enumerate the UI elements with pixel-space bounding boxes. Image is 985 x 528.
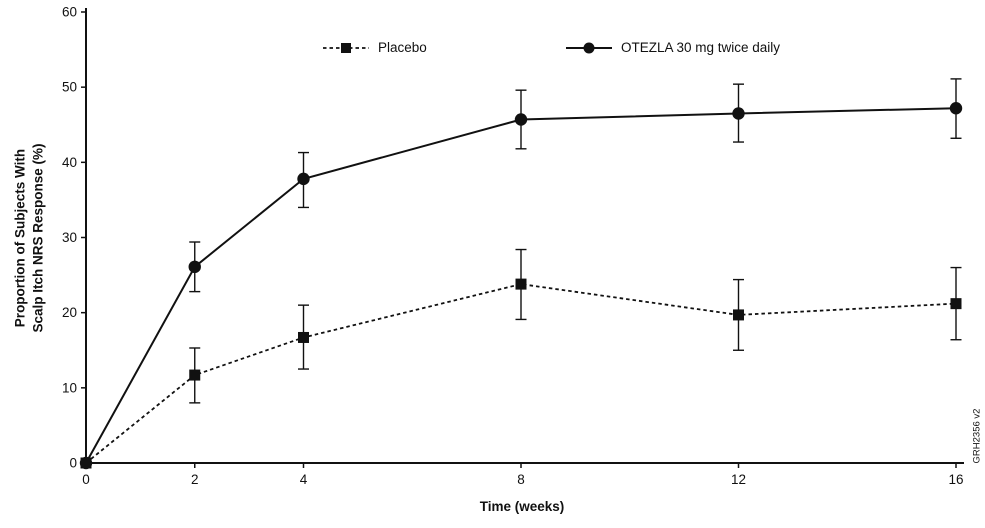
series-line-otezla (85, 107, 957, 464)
watermark-code: GRH2356 v2 (971, 408, 983, 464)
y-tick-label: 20 (62, 305, 77, 320)
data-point-otezla (297, 172, 310, 186)
data-point-otezla (79, 456, 93, 470)
series-line-placebo (85, 283, 957, 464)
x-tick-label: 2 (191, 472, 199, 487)
y-tick-label: 40 (62, 155, 77, 170)
y-tick-label: 30 (62, 230, 77, 245)
x-tick-label: 16 (948, 472, 963, 487)
data-point-placebo (515, 278, 527, 290)
x-tick-label: 0 (82, 472, 90, 487)
legend-sample-placebo (323, 41, 369, 55)
x-tick-label: 4 (300, 472, 308, 487)
data-point-otezla (732, 107, 745, 120)
legend-sample-svg (566, 42, 612, 53)
legend-sample-otezla (566, 41, 612, 55)
x-axis-title: Time (weeks) (479, 499, 565, 514)
data-point-placebo (733, 309, 744, 321)
data-point-placebo (950, 298, 962, 310)
legend-item-otezla: OTEZLA 30 mg twice daily (566, 40, 780, 55)
legend-marker-square (341, 42, 351, 53)
x-tick-label: 12 (731, 472, 746, 487)
y-tick-label: 10 (62, 380, 77, 395)
data-point-placebo (189, 369, 201, 381)
x-tick-label: 8 (517, 472, 525, 487)
legend-label-placebo: Placebo (378, 40, 427, 55)
data-point-placebo (298, 331, 309, 343)
y-tick-label: 0 (69, 456, 77, 471)
legend-item-placebo: Placebo (323, 40, 427, 55)
y-tick-label: 60 (62, 5, 77, 20)
data-point-otezla (514, 113, 528, 126)
y-axis-title: Proportion of Subjects With Scalp Itch N… (12, 143, 45, 333)
data-point-otezla (949, 102, 963, 115)
data-point-otezla (188, 260, 201, 274)
y-tick-label: 50 (62, 80, 77, 95)
legend-sample-svg (323, 42, 369, 53)
legend-label-otezla: OTEZLA 30 mg twice daily (621, 40, 781, 55)
legend-marker-circle (583, 42, 595, 53)
